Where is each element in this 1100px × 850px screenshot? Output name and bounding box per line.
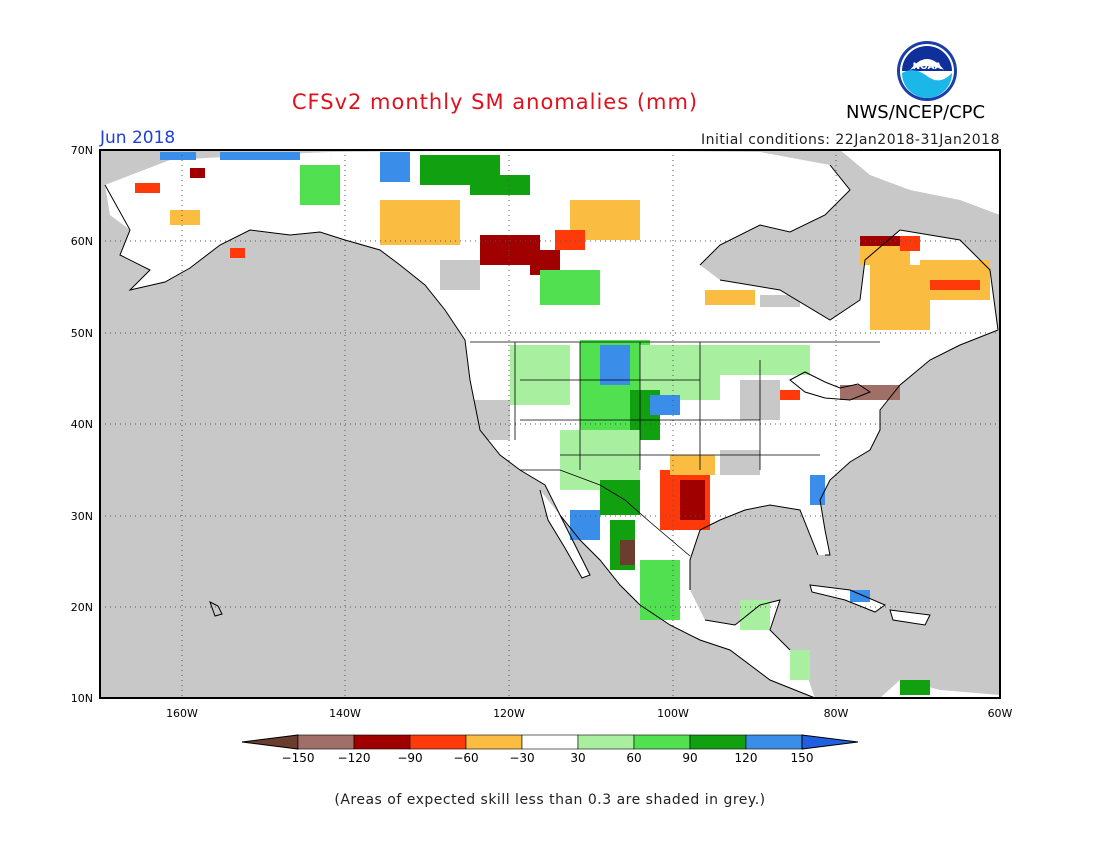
lon-label: 80W: [824, 707, 849, 720]
cell: [440, 260, 480, 290]
cell: [470, 400, 510, 440]
cell: [380, 152, 410, 182]
logo-text: NOAA: [913, 62, 942, 72]
colorbar-arrow-high: [801, 734, 859, 750]
cell: [850, 590, 870, 602]
colorbar-box: [521, 734, 579, 750]
cell: [540, 270, 600, 305]
colorbar-label: 30: [570, 751, 585, 765]
land-areas: [105, 150, 1000, 698]
coastlines: [104, 164, 999, 699]
cell: [555, 230, 585, 250]
cell: [135, 183, 160, 193]
cell: [380, 200, 460, 245]
cell: [620, 540, 635, 565]
cell: [900, 236, 920, 251]
lat-label: 70N: [71, 144, 93, 157]
anomaly-cells: [135, 152, 990, 695]
cell: [230, 248, 245, 258]
borders: [470, 341, 880, 557]
lat-label: 10N: [71, 692, 93, 705]
lon-label: 160W: [166, 707, 198, 720]
cell: [220, 152, 300, 160]
cell: [720, 345, 810, 375]
lat-label: 50N: [71, 327, 93, 340]
cell: [790, 650, 810, 680]
cell: [900, 680, 930, 695]
cell: [170, 210, 200, 225]
footnote: (Areas of expected skill less than 0.3 a…: [334, 792, 766, 808]
colorbar-box: [633, 734, 691, 750]
cell: [600, 345, 630, 385]
land-north-america: [330, 150, 998, 698]
lat-label: 20N: [71, 601, 93, 614]
colorbar: −150 −120 −90 −60 −30 30 60 90 120 150: [241, 734, 859, 765]
colorbar-box: [745, 734, 803, 750]
cell: [680, 480, 705, 520]
colorbar-box: [689, 734, 747, 750]
cell: [160, 152, 196, 160]
colorbar-arrow-low: [241, 734, 299, 750]
map-frame: [99, 149, 1001, 699]
land-baja: [540, 490, 590, 578]
colorbar-label: −90: [397, 751, 422, 765]
lon-label: 100W: [657, 707, 689, 720]
lat-label: 30N: [71, 510, 93, 523]
agency-label: NWS/NCEP/CPC: [846, 102, 986, 123]
cell: [600, 480, 640, 515]
colorbar-label: −120: [338, 751, 371, 765]
valid-month: Jun 2018: [100, 128, 176, 148]
colorbar-label: 90: [682, 751, 697, 765]
colorbar-label: 60: [626, 751, 641, 765]
cell: [760, 295, 800, 307]
graticule: [100, 150, 1000, 698]
cell: [640, 560, 680, 620]
cell: [705, 290, 755, 305]
colorbar-label: −150: [282, 751, 315, 765]
land-greenland: [840, 150, 1000, 215]
colorbar-box: [297, 734, 355, 750]
lat-label: 60N: [71, 235, 93, 248]
cell: [810, 475, 825, 505]
colorbar-label: 120: [735, 751, 758, 765]
noaa-logo: NOAA: [896, 40, 958, 102]
cell: [510, 345, 570, 405]
longitude-labels: 160W 140W 120W 100W 80W 60W: [166, 707, 1012, 720]
cell: [190, 168, 205, 178]
lon-label: 60W: [988, 707, 1013, 720]
cell: [670, 455, 715, 475]
chart-title: CFSv2 monthly SM anomalies (mm): [291, 90, 699, 114]
cell: [720, 450, 760, 475]
colorbar-box: [577, 734, 635, 750]
cell: [470, 175, 530, 195]
lon-label: 140W: [329, 707, 361, 720]
land-cuba: [810, 585, 885, 612]
colorbar-label: −60: [453, 751, 478, 765]
colorbar-label: −30: [509, 751, 534, 765]
colorbar-label: 150: [791, 751, 814, 765]
cell: [780, 390, 800, 400]
colorbar-box: [409, 734, 467, 750]
cell: [300, 165, 340, 205]
colorbar-box: [353, 734, 411, 750]
latitude-labels: 70N 60N 50N 40N 30N 20N 10N: [71, 144, 93, 705]
cell: [570, 510, 600, 540]
lat-label: 40N: [71, 418, 93, 431]
land-alaska: [105, 152, 345, 290]
cell: [740, 600, 770, 630]
initial-conditions: Initial conditions: 22Jan2018-31Jan2018: [701, 132, 1000, 148]
lon-label: 120W: [493, 707, 525, 720]
cell: [650, 395, 680, 415]
cell: [930, 280, 980, 290]
colorbar-box: [465, 734, 523, 750]
